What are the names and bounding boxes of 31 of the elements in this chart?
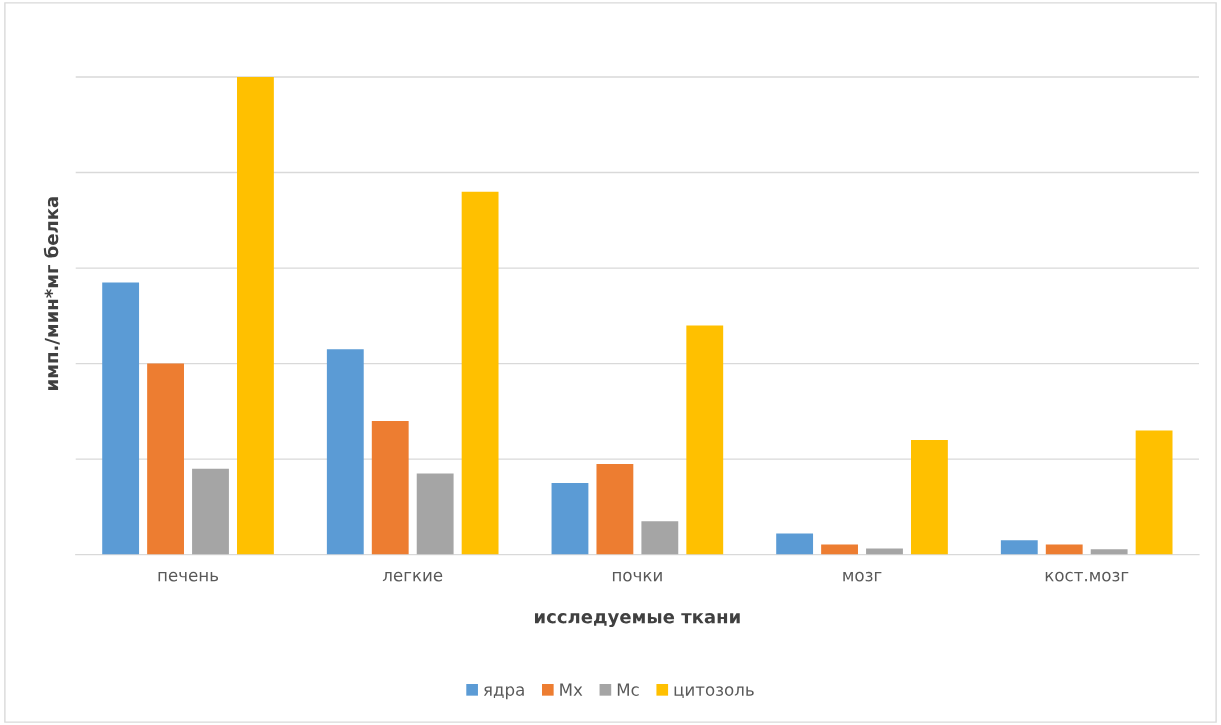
bar [1045,544,1083,555]
x-tick-label: почки [612,571,662,582]
bar [866,548,903,555]
bar [1090,549,1128,555]
x-tick-label: кост.мозг [1045,571,1129,582]
bar [686,325,724,555]
x-tick-label: легкие [382,571,443,582]
bar [1135,430,1173,555]
x-axis-title: исследуемые ткани [534,613,740,628]
legend-label: Мс [617,683,639,696]
bar [551,482,589,555]
bar [371,420,409,555]
bar [192,468,229,555]
y-axis-title: имп./мин*мг белка [43,197,60,390]
bar [776,533,814,555]
legend-label: ядра [483,686,524,700]
bar [326,349,364,555]
bar [596,463,634,555]
x-tick-label: мозг [843,571,882,582]
bar [641,521,679,555]
bar [237,77,274,555]
legend-label: цитозоль [674,686,754,698]
bar [911,440,948,555]
bar [821,544,858,555]
legend-label: Мх [560,683,583,696]
bar [461,191,499,555]
bar [102,282,140,555]
bar [1000,540,1038,555]
x-tick-label: печень [158,571,219,582]
bar [416,473,454,555]
bar [147,363,184,555]
